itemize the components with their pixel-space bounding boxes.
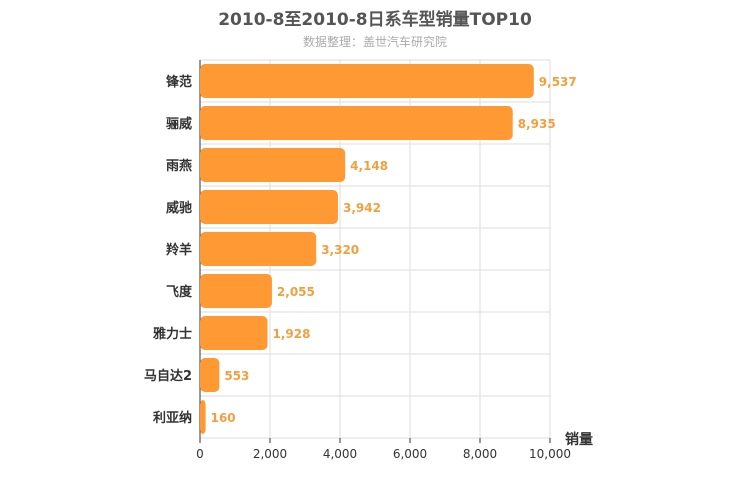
bar [200,316,268,350]
data-label: 1,928 [272,327,310,341]
data-label: 8,935 [518,117,556,131]
x-tick-label: 2,000 [253,447,287,461]
category-label: 锋范 [166,74,192,90]
data-label: 3,320 [321,243,359,257]
category-label: 利亚纳 [153,410,192,426]
bar [200,358,220,392]
category-label: 雅力士 [153,326,192,342]
bar [200,106,513,140]
category-label: 马自达2 [144,368,192,384]
data-label: 9,537 [539,75,577,89]
x-tick-label: 0 [196,447,204,461]
x-axis-title: 销量 [565,431,593,448]
category-label: 雨燕 [166,158,192,174]
data-label: 553 [224,369,249,383]
category-label: 骊威 [166,116,192,132]
x-tick-label: 10,000 [529,447,571,461]
chart-title: 2010-8至2010-8日系车型销量TOP10 [218,10,532,30]
category-label: 威驰 [166,200,192,216]
chart-subtitle: 数据整理：盖世汽车研究院 [302,35,447,49]
bar [200,190,338,224]
bar [200,232,317,266]
bar [200,274,272,308]
x-tick-label: 6,000 [393,447,427,461]
bar [200,64,534,98]
x-tick-label: 4,000 [323,447,357,461]
bar [200,148,346,182]
category-label: 羚羊 [166,242,192,258]
category-label: 飞度 [166,284,193,300]
data-label: 160 [211,411,236,425]
bar [200,400,206,434]
data-label: 3,942 [343,201,381,215]
data-label: 2,055 [277,285,315,299]
data-label: 4,148 [350,159,388,173]
x-tick-label: 8,000 [463,447,497,461]
